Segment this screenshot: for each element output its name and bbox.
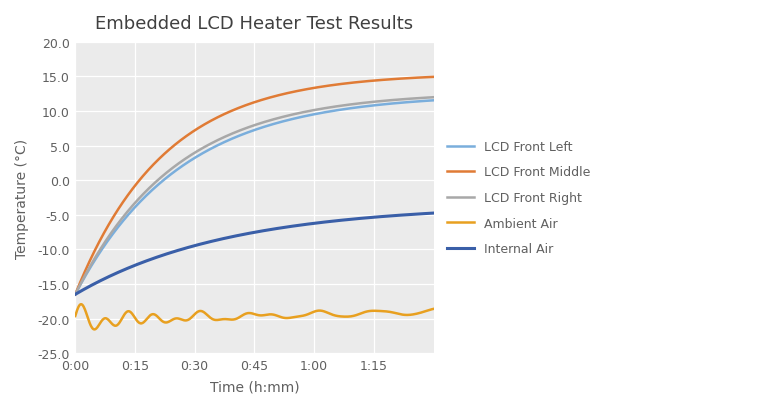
Internal Air <box>282 225 291 230</box>
LCD Front Middle <box>282 92 291 97</box>
Y-axis label: Temperature (°C): Temperature (°C) <box>15 138 29 258</box>
LCD Front Left <box>282 119 291 124</box>
LCD Front Left <box>71 292 80 297</box>
LCD Front Right <box>134 197 144 202</box>
Line: LCD Front Left: LCD Front Left <box>75 101 433 294</box>
Ambient Air <box>71 314 80 319</box>
LCD Front Right <box>340 103 349 108</box>
Line: LCD Front Right: LCD Front Right <box>75 98 433 294</box>
Line: LCD Front Middle: LCD Front Middle <box>75 78 433 294</box>
Internal Air <box>310 221 319 226</box>
X-axis label: Time (h:mm): Time (h:mm) <box>210 380 300 394</box>
Internal Air <box>429 211 438 216</box>
Ambient Air <box>234 315 243 320</box>
Internal Air <box>134 262 144 267</box>
Ambient Air <box>135 321 144 326</box>
LCD Front Middle <box>233 107 242 112</box>
LCD Front Right <box>233 130 242 135</box>
Internal Air <box>340 218 349 223</box>
LCD Front Left <box>429 99 438 103</box>
LCD Front Left <box>340 107 349 112</box>
Ambient Air <box>77 302 86 307</box>
Internal Air <box>163 252 172 256</box>
LCD Front Left <box>163 175 172 180</box>
LCD Front Left <box>310 112 319 117</box>
Ambient Air <box>429 307 438 312</box>
LCD Front Right <box>71 292 80 297</box>
LCD Front Middle <box>71 292 80 297</box>
Internal Air <box>233 234 242 238</box>
Internal Air <box>71 292 80 297</box>
Ambient Air <box>311 309 320 314</box>
Ambient Air <box>283 316 292 321</box>
Legend: LCD Front Left, LCD Front Middle, LCD Front Right, Ambient Air, Internal Air: LCD Front Left, LCD Front Middle, LCD Fr… <box>447 141 591 255</box>
Ambient Air <box>164 319 173 324</box>
LCD Front Right <box>163 170 172 175</box>
LCD Front Right <box>282 114 291 119</box>
LCD Front Middle <box>163 149 172 154</box>
Line: Internal Air: Internal Air <box>75 213 433 294</box>
LCD Front Right <box>310 108 319 113</box>
LCD Front Left <box>134 201 144 206</box>
LCD Front Right <box>429 96 438 101</box>
Title: Embedded LCD Heater Test Results: Embedded LCD Heater Test Results <box>95 15 413 33</box>
LCD Front Middle <box>310 86 319 91</box>
LCD Front Middle <box>429 75 438 80</box>
LCD Front Middle <box>134 179 144 184</box>
Ambient Air <box>342 315 351 319</box>
LCD Front Left <box>233 135 242 139</box>
Line: Ambient Air: Ambient Air <box>75 304 433 330</box>
LCD Front Middle <box>340 82 349 87</box>
Ambient Air <box>90 327 99 332</box>
